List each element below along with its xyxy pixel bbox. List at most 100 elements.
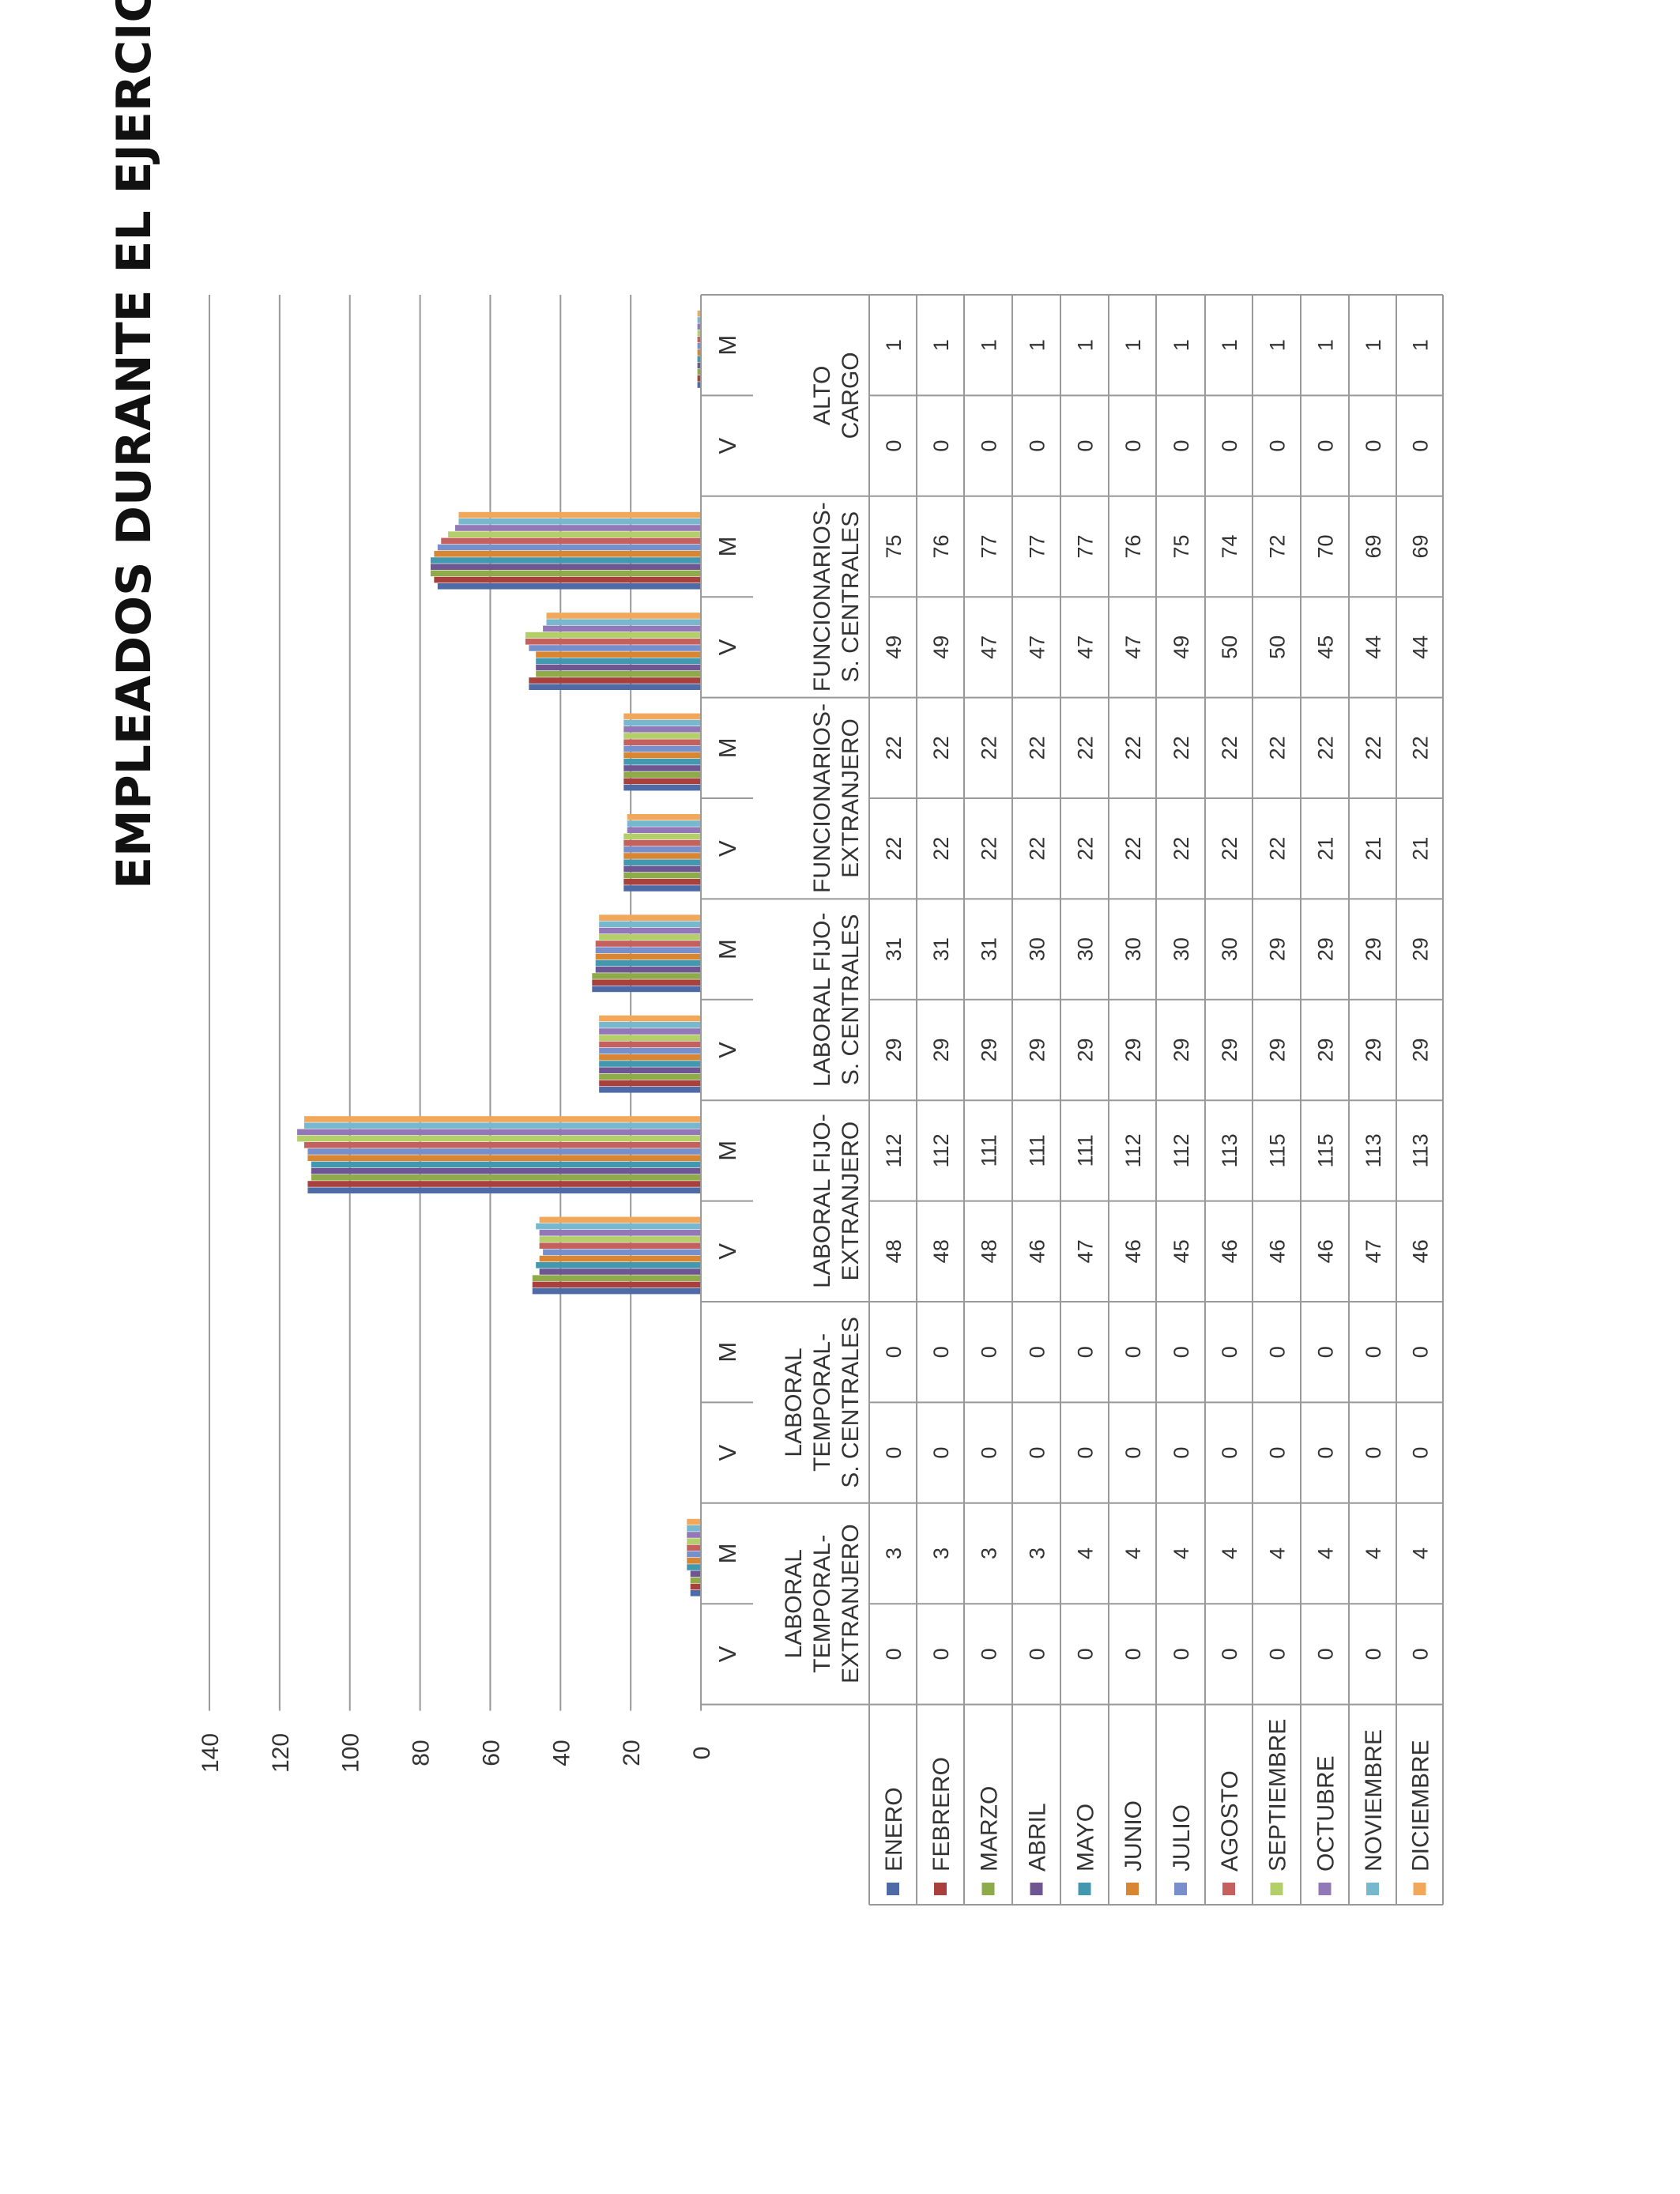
bar-diciembre-funcionarios-extranjero-m — [623, 713, 701, 720]
group-label-laboral-fijo-s-centrales: LABORAL FIJO- S. CENTRALES — [809, 912, 864, 1087]
bar-enero-funcionarios-extranjero-m — [623, 784, 701, 791]
bar-enero-funcionarios-s-centrales-v — [529, 684, 701, 690]
cell-abril-12: 3 — [1026, 1547, 1049, 1559]
cell-agosto-12: 4 — [1218, 1547, 1241, 1559]
cell-noviembre-5: 21 — [1362, 837, 1385, 861]
cell-junio-10: 0 — [1121, 1346, 1145, 1358]
legend-swatch-junio — [1126, 1883, 1139, 1895]
cell-diciembre-3: 44 — [1409, 635, 1433, 659]
bar-mayo-laboral-temporal-extranjero-m — [687, 1564, 701, 1570]
bar-septiembre-alto-cargo-m — [697, 330, 701, 337]
bar-enero-laboral-temporal-extranjero-m — [690, 1590, 701, 1596]
bar-diciembre-alto-cargo-m — [697, 311, 701, 317]
legend-label-mayo: MAYO — [1073, 1804, 1099, 1872]
cell-marzo-11: 0 — [977, 1447, 1001, 1459]
bar-septiembre-laboral-fijo-extranjero-m — [297, 1135, 701, 1142]
cell-febrero-8: 112 — [929, 1133, 953, 1167]
cell-octubre-11: 0 — [1314, 1447, 1338, 1459]
bar-febrero-funcionarios-extranjero-v — [623, 879, 701, 885]
bar-febrero-laboral-fijo-s-centrales-m — [592, 979, 701, 986]
data-table: M V M V M V M V M V M V M V ALTO CARGO FUNCIONARIOS- S. C… — [700, 294, 1444, 1906]
bar-agosto-alto-cargo-m — [697, 336, 701, 343]
y-tick-label-60: 60 — [478, 1740, 504, 1766]
group-label-funcionarios-extranjero: FUNCIONARIOS- EXTRANJERO — [809, 703, 864, 893]
cell-enero-13: 0 — [882, 1648, 906, 1660]
bar-noviembre-laboral-fijo-extranjero-m — [303, 1122, 701, 1129]
cell-marzo-7: 29 — [977, 1038, 1001, 1061]
cell-octubre-7: 29 — [1314, 1038, 1338, 1061]
cell-febrero-0: 1 — [929, 339, 953, 351]
cell-mayo-8: 111 — [1074, 1134, 1098, 1167]
sub-label-funcionarios-s-centrales-m: M — [714, 537, 741, 557]
cell-mayo-12: 4 — [1074, 1547, 1098, 1559]
bar-mayo-funcionarios-s-centrales-v — [536, 658, 701, 665]
cell-marzo-10: 0 — [977, 1346, 1001, 1358]
bar-julio-funcionarios-s-centrales-m — [437, 544, 701, 551]
cell-julio-10: 0 — [1170, 1346, 1193, 1358]
bar-febrero-funcionarios-extranjero-m — [623, 778, 701, 785]
group-label-laboral-temporal-extranjero: LABORAL TEMPORAL- EXTRANJERO — [781, 1524, 864, 1683]
sub-label-laboral-temporal-s-centrales-v: V — [714, 1444, 741, 1461]
cell-septiembre-2: 72 — [1266, 534, 1290, 558]
cell-mayo-13: 0 — [1074, 1648, 1098, 1660]
bar-marzo-funcionarios-s-centrales-m — [430, 570, 701, 577]
cell-octubre-1: 0 — [1314, 440, 1338, 452]
cell-agosto-8: 113 — [1218, 1133, 1241, 1167]
cell-marzo-9: 48 — [977, 1239, 1001, 1263]
sub-label-alto-cargo-v: V — [714, 437, 741, 454]
sub-label-alto-cargo-m: M — [714, 335, 741, 356]
bar-enero-laboral-fijo-extranjero-v — [532, 1287, 701, 1295]
cell-mayo-0: 1 — [1074, 339, 1098, 351]
bar-abril-laboral-fijo-s-centrales-m — [595, 967, 701, 973]
bar-enero-funcionarios-extranjero-v — [623, 885, 701, 892]
bar-septiembre-laboral-temporal-extranjero-m — [687, 1538, 701, 1544]
bar-abril-laboral-fijo-s-centrales-v — [599, 1067, 701, 1073]
cell-enero-7: 29 — [882, 1038, 906, 1061]
bar-junio-laboral-fijo-s-centrales-v — [599, 1054, 701, 1061]
cell-febrero-12: 3 — [929, 1547, 953, 1559]
cell-diciembre-0: 1 — [1409, 339, 1433, 351]
legend-swatch-julio — [1174, 1883, 1187, 1895]
bar-septiembre-laboral-fijo-s-centrales-m — [599, 934, 701, 941]
bar-junio-funcionarios-s-centrales-m — [434, 551, 701, 557]
bar-mayo-laboral-fijo-extranjero-m — [311, 1161, 701, 1168]
cell-febrero-4: 22 — [929, 736, 953, 760]
bar-agosto-funcionarios-s-centrales-v — [525, 639, 701, 645]
cell-junio-0: 1 — [1121, 339, 1145, 351]
legend-label-enero: ENERO — [881, 1787, 907, 1872]
bar-abril-laboral-fijo-extranjero-m — [311, 1167, 701, 1174]
cell-enero-0: 1 — [882, 339, 906, 351]
cell-enero-9: 48 — [882, 1239, 906, 1263]
cell-junio-2: 76 — [1121, 534, 1145, 558]
bar-agosto-funcionarios-extranjero-v — [623, 839, 701, 846]
bar-diciembre-funcionarios-extranjero-v — [627, 814, 701, 820]
cell-octubre-2: 70 — [1314, 534, 1338, 558]
y-tick-label-20: 20 — [619, 1740, 645, 1766]
bar-agosto-laboral-fijo-extranjero-v — [539, 1242, 701, 1249]
cell-noviembre-2: 69 — [1362, 534, 1385, 558]
legend-label-julio: JULIO — [1169, 1804, 1195, 1872]
bar-junio-alto-cargo-m — [697, 349, 701, 356]
cell-noviembre-7: 29 — [1362, 1038, 1385, 1061]
cell-abril-13: 0 — [1026, 1648, 1049, 1660]
cell-marzo-12: 3 — [977, 1547, 1001, 1559]
cell-febrero-13: 0 — [929, 1648, 953, 1660]
legend-label-junio: JUNIO — [1121, 1800, 1147, 1872]
bar-febrero-funcionarios-s-centrales-v — [529, 677, 701, 684]
cell-agosto-1: 0 — [1218, 440, 1241, 452]
bar-octubre-laboral-fijo-extranjero-v — [539, 1230, 701, 1236]
bar-marzo-funcionarios-extranjero-m — [623, 771, 701, 778]
bar-enero-funcionarios-s-centrales-m — [437, 583, 701, 590]
bar-noviembre-funcionarios-extranjero-m — [623, 719, 701, 726]
sub-label-funcionarios-s-centrales-v: V — [714, 639, 741, 655]
sub-label-laboral-fijo-s-centrales-m: M — [714, 939, 741, 959]
bar-junio-laboral-fijo-s-centrales-m — [595, 953, 701, 960]
cell-abril-11: 0 — [1026, 1447, 1049, 1459]
cell-octubre-9: 46 — [1314, 1239, 1338, 1263]
bar-julio-laboral-fijo-s-centrales-m — [595, 947, 701, 953]
cell-agosto-0: 1 — [1218, 339, 1241, 351]
cell-diciembre-7: 29 — [1409, 1038, 1433, 1061]
bar-julio-funcionarios-s-centrales-v — [529, 645, 701, 651]
bar-noviembre-funcionarios-s-centrales-v — [546, 619, 701, 625]
cell-mayo-1: 0 — [1074, 440, 1098, 452]
